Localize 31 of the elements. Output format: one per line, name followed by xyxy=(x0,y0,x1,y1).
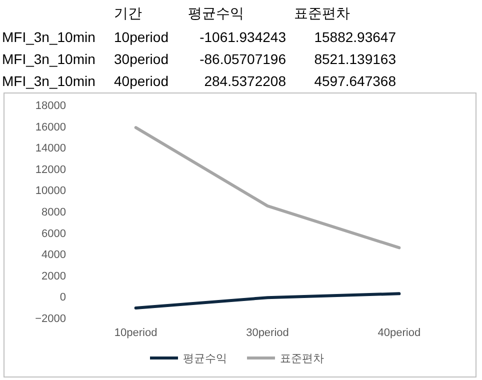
text: MFI_3n_10min xyxy=(2,51,96,67)
text: 15882.93647 xyxy=(314,29,396,45)
legend-label: 표준편차 xyxy=(280,353,324,365)
y-tick-label: 6000 xyxy=(42,228,66,240)
text: -86.05707196 xyxy=(200,51,286,67)
category-label: 40period xyxy=(114,73,168,89)
y-tick-label: 4000 xyxy=(42,249,66,262)
text: MFI_3n_10min xyxy=(2,73,96,89)
legend-label: 평균수익 xyxy=(183,353,227,365)
category-label: 30period xyxy=(114,51,168,67)
y-tick-label: −2000 xyxy=(35,313,66,325)
text: 284.5372208 xyxy=(204,73,286,89)
x-tick-label: 40period xyxy=(378,327,421,339)
y-tick-label: 18000 xyxy=(35,100,66,112)
text: MFI_3n_10min xyxy=(2,29,96,45)
text: -1061.934243 xyxy=(200,29,286,45)
category-label: 10period xyxy=(114,29,168,45)
x-tick-label: 30period xyxy=(246,327,289,339)
text: 표준편차 xyxy=(294,5,350,21)
text: 평균수익 xyxy=(188,5,244,21)
y-tick-label: 14000 xyxy=(35,142,66,155)
y-tick-label: 12000 xyxy=(35,164,66,176)
text: 기간 xyxy=(114,5,142,21)
y-tick-label: 10000 xyxy=(35,185,66,198)
y-tick-label: 2000 xyxy=(42,270,66,282)
y-tick-label: 16000 xyxy=(35,121,66,134)
text: 4597.647368 xyxy=(314,73,396,89)
y-tick-label: 8000 xyxy=(42,206,66,218)
text: 8521.139163 xyxy=(314,51,396,67)
y-tick-label: 0 xyxy=(60,292,66,304)
x-tick-label: 10period xyxy=(114,327,158,339)
